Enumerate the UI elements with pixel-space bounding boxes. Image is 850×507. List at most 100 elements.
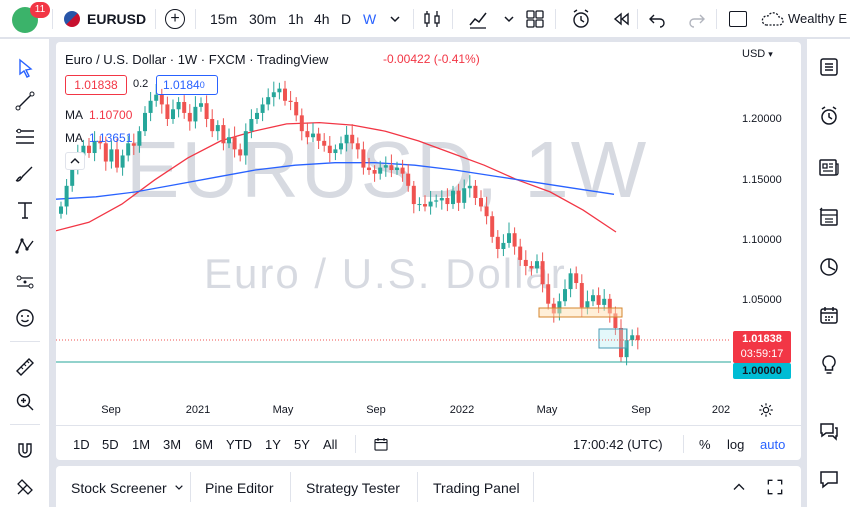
- layout-name[interactable]: Wealthy E: [788, 11, 848, 26]
- timeframe-30m[interactable]: 30m: [249, 11, 277, 27]
- candle-body: [423, 204, 427, 207]
- chevron-up-icon[interactable]: [729, 477, 749, 497]
- watchlist-icon[interactable]: [817, 55, 841, 79]
- price-change: -0.00422 (-0.41%): [383, 52, 480, 66]
- timeframe-4h[interactable]: 4h: [314, 11, 330, 27]
- bar-countdown: 03:59:17: [740, 348, 784, 360]
- buy-price-button[interactable]: 1.01840: [156, 75, 218, 95]
- candle-body: [333, 149, 338, 154]
- tab-pine-editor[interactable]: Pine Editor: [205, 480, 274, 496]
- collapse-legend-button[interactable]: [65, 152, 85, 170]
- price-range-box[interactable]: [538, 307, 623, 318]
- compare-add-icon[interactable]: +: [165, 9, 185, 29]
- candle-body: [619, 327, 623, 358]
- emoji-icon[interactable]: [13, 306, 37, 330]
- current-range-box[interactable]: [598, 328, 628, 349]
- timeframe-d[interactable]: D: [341, 11, 352, 27]
- messages-icon[interactable]: [817, 467, 841, 491]
- cloud-save-icon[interactable]: [759, 7, 785, 31]
- date-range-calendar-icon[interactable]: [372, 435, 390, 453]
- moving-average-line[interactable]: [56, 162, 615, 200]
- chats-icon[interactable]: [817, 419, 841, 443]
- indicators-dropdown-chevron-icon[interactable]: [497, 7, 521, 31]
- tab-divider: [417, 472, 418, 502]
- timeframe-1h[interactable]: 1h: [288, 11, 304, 27]
- news-icon[interactable]: [817, 155, 841, 179]
- ideas-lightbulb-icon[interactable]: [817, 353, 841, 377]
- price-chart[interactable]: [56, 42, 731, 387]
- moving-average-line[interactable]: [56, 121, 617, 233]
- indicators-icon[interactable]: [466, 7, 490, 31]
- range-6m[interactable]: 6M: [195, 437, 214, 452]
- tab-stock-screener[interactable]: Stock Screener: [71, 480, 167, 496]
- brush-icon[interactable]: [13, 162, 37, 186]
- fullscreen-toggle-icon[interactable]: [729, 11, 747, 27]
- time-axis-label: 202: [711, 404, 731, 416]
- range-5y[interactable]: 5Y: [294, 437, 310, 452]
- candle-body: [232, 137, 237, 150]
- candle-body: [495, 236, 500, 250]
- candle-body: [187, 112, 192, 122]
- candles-chart-type-icon[interactable]: [420, 7, 444, 31]
- notification-badge: 11: [30, 2, 50, 18]
- utc-clock[interactable]: 17:00:42 (UTC): [573, 437, 663, 452]
- time-axis-label: 2022: [449, 404, 475, 416]
- bottom-panel: Stock Screener Pine Editor Strategy Test…: [56, 466, 801, 507]
- horizontal-lines-icon[interactable]: [13, 125, 37, 149]
- candle-body: [512, 233, 517, 247]
- ruler-icon[interactable]: [13, 355, 37, 379]
- zoom-in-icon[interactable]: [13, 390, 37, 414]
- range-bar-divider: [56, 425, 801, 426]
- alerts-clock-icon[interactable]: [817, 104, 841, 128]
- symbol-search-button[interactable]: EURUSD: [87, 11, 147, 27]
- candle-body: [193, 106, 198, 122]
- magnet-icon[interactable]: [13, 439, 37, 463]
- candle-body: [154, 94, 159, 101]
- chevron-down-icon[interactable]: [171, 479, 187, 495]
- replay-icon[interactable]: [609, 7, 633, 31]
- lock-drawing-icon[interactable]: [13, 475, 37, 499]
- candle-body: [350, 134, 355, 144]
- tab-strategy-tester[interactable]: Strategy Tester: [306, 480, 400, 496]
- chart-pane[interactable]: EURUSD, 1W Euro / U.S. Dollar Euro / U.S…: [56, 42, 801, 460]
- auto-scale-toggle[interactable]: auto: [760, 437, 786, 452]
- range-3m[interactable]: 3M: [163, 437, 182, 452]
- candle-body: [635, 335, 640, 341]
- trend-line-icon[interactable]: [13, 89, 37, 113]
- layout-grid-icon[interactable]: [523, 7, 547, 31]
- cursor-icon[interactable]: [13, 56, 37, 80]
- undo-icon[interactable]: [645, 7, 669, 31]
- timeframe-15m[interactable]: 15m: [210, 11, 238, 27]
- range-1d[interactable]: 1D: [73, 437, 90, 452]
- candle-body: [266, 97, 271, 105]
- hotlists-icon[interactable]: [817, 255, 841, 279]
- range-1m[interactable]: 1M: [132, 437, 151, 452]
- calendar-icon[interactable]: [817, 303, 841, 327]
- candle-body: [227, 137, 231, 144]
- log-scale-toggle[interactable]: log: [727, 437, 745, 452]
- currency-selector[interactable]: USD ▾: [742, 48, 773, 60]
- forecast-tool-icon[interactable]: [13, 270, 37, 294]
- tab-trading-panel[interactable]: Trading Panel: [433, 480, 520, 496]
- range-1y[interactable]: 1Y: [265, 437, 281, 452]
- range-ytd[interactable]: YTD: [226, 437, 252, 452]
- data-window-icon[interactable]: [817, 205, 841, 229]
- text-tool-icon[interactable]: [13, 198, 37, 222]
- percent-scale-toggle[interactable]: %: [699, 437, 711, 452]
- timeframe-dropdown-chevron-icon[interactable]: [383, 7, 407, 31]
- candle-body: [378, 167, 383, 174]
- chart-settings-gear-icon[interactable]: [757, 401, 775, 419]
- range-5d[interactable]: 5D: [102, 437, 119, 452]
- sell-price-button[interactable]: 1.01838: [65, 75, 127, 95]
- range-all[interactable]: All: [323, 437, 338, 452]
- candle-body: [311, 133, 315, 138]
- alert-clock-icon[interactable]: [569, 7, 593, 31]
- maximize-panel-icon[interactable]: [765, 477, 785, 497]
- timeframe-w[interactable]: W: [363, 11, 377, 27]
- range-divider: [683, 435, 684, 453]
- candle-body: [204, 103, 209, 119]
- candle-body: [249, 119, 254, 132]
- pattern-tool-icon[interactable]: [13, 234, 37, 258]
- time-axis-label: May: [536, 404, 558, 416]
- redo-icon[interactable]: [685, 7, 709, 31]
